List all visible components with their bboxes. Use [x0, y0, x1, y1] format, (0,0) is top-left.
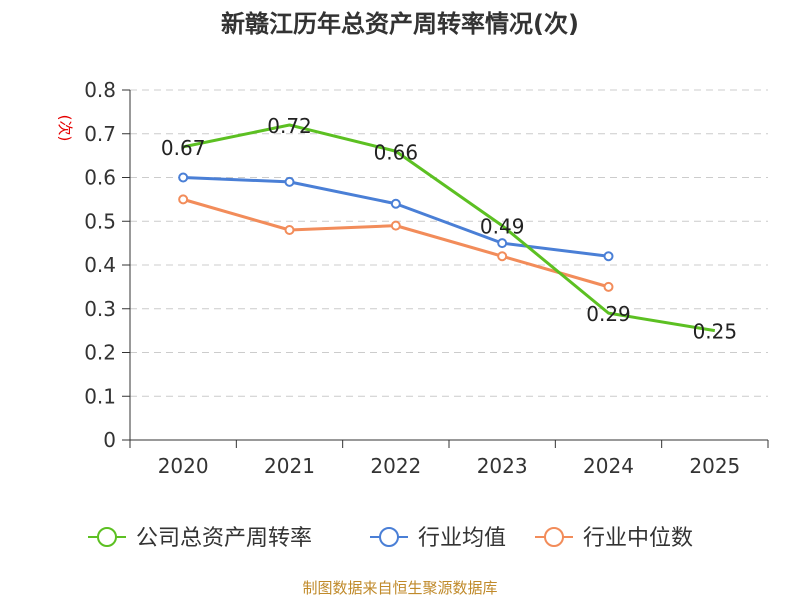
- y-tick-label: 0.6: [84, 166, 116, 190]
- series-point-1: [284, 176, 295, 187]
- x-tick-label: 2022: [370, 454, 421, 478]
- series-point-1: [603, 251, 614, 262]
- legend: 公司总资产周转率 行业均值 行业中位数: [88, 526, 693, 551]
- data-label: 0.25: [693, 320, 738, 344]
- series-point-2: [603, 281, 614, 292]
- y-tick-label: 0.5: [84, 209, 116, 233]
- series-line-2: [182, 197, 609, 289]
- legend-marker: [544, 527, 564, 547]
- series-point-2: [390, 220, 401, 231]
- series-line-0: [182, 123, 716, 333]
- grid-lines: [130, 89, 768, 397]
- legend-label: 行业中位数: [583, 526, 693, 551]
- series-point-2: [178, 194, 189, 205]
- y-tick-label: 0: [103, 428, 116, 452]
- y-axis-label: (次): [56, 115, 74, 142]
- data-label: 0.29: [586, 302, 631, 326]
- data-label: 0.67: [161, 136, 206, 160]
- series-point-1: [390, 198, 401, 209]
- x-tick-label: 2025: [689, 454, 740, 478]
- legend-label: 公司总资产周转率: [136, 526, 312, 551]
- x-tick-label: 2020: [158, 454, 209, 478]
- chart-title: 新赣江历年总资产周转率情况(次): [221, 10, 579, 38]
- x-tick-label: 2023: [477, 454, 528, 478]
- data-label: 0.49: [480, 215, 525, 239]
- legend-label: 行业均值: [418, 526, 506, 551]
- data-label: 0.66: [374, 140, 419, 164]
- data-labels: 0.67 0.72 0.66 0.49 0.29 0.25: [161, 114, 737, 344]
- source-note: 制图数据来自恒生聚源数据库: [302, 579, 497, 597]
- legend-marker: [97, 527, 117, 547]
- y-tick-label: 0.3: [84, 297, 116, 321]
- y-tick-label: 0.2: [84, 341, 116, 365]
- y-tick-label: 0.4: [84, 253, 116, 277]
- y-tick-label: 0.7: [84, 122, 116, 146]
- series-point-2: [497, 251, 508, 262]
- y-tick-label: 0.8: [84, 78, 116, 102]
- x-tick-label: 2021: [264, 454, 315, 478]
- axes: 0 0.1 0.2 0.3 0.4 0.5 0.6 0.7 0.8 2020 2021 2022 202…: [84, 78, 769, 478]
- series-point-1: [178, 172, 189, 183]
- legend-marker: [379, 527, 399, 547]
- x-tick-label: 2024: [583, 454, 634, 478]
- series-point-2: [284, 225, 295, 235]
- series-point-1: [497, 238, 508, 249]
- series-group: [178, 123, 716, 333]
- y-tick-label: 0.1: [84, 384, 116, 408]
- data-label: 0.72: [267, 114, 312, 138]
